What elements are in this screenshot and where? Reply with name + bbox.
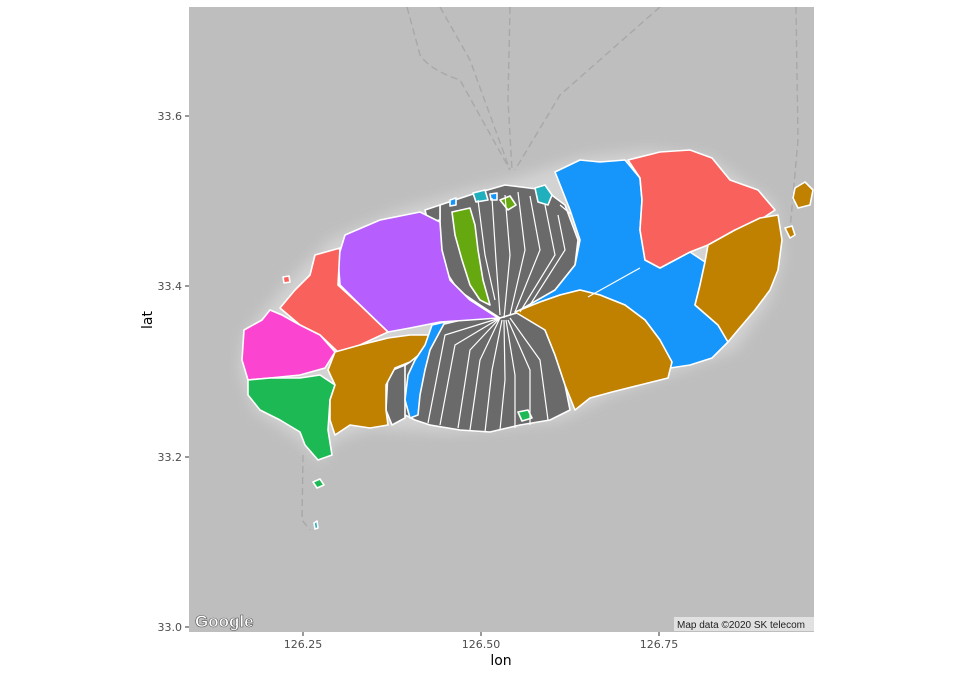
islet-teal-marado[interactable]: [313, 520, 319, 530]
islet-gold-east-small[interactable]: [784, 225, 796, 239]
islet-green-gapa[interactable]: [312, 478, 325, 489]
y-tick-label: 33.6: [158, 110, 183, 123]
region-teal-north-b[interactable]: [534, 184, 553, 206]
y-tick-label: 33.2: [158, 451, 183, 464]
dong-boundaries: [427, 191, 641, 433]
region-green[interactable]: [247, 374, 336, 461]
islet-red-west[interactable]: [282, 275, 291, 284]
region-pink[interactable]: [241, 309, 336, 381]
region-teal-north-a[interactable]: [472, 189, 489, 203]
ferry-routes: [301, 7, 799, 531]
region-lime[interactable]: [451, 207, 491, 306]
x-axis-title: lon: [490, 653, 511, 669]
region-gold-east[interactable]: [694, 214, 783, 343]
attribution[interactable]: Map data ©2020 SK telecom: [677, 620, 805, 631]
regions: [241, 149, 814, 530]
y-axis-title: lat: [140, 311, 156, 329]
x-tick-label: 126.50: [462, 638, 501, 651]
islet-green-south[interactable]: [517, 409, 533, 422]
region-gold-south-central[interactable]: [514, 289, 673, 411]
region-blue-north-dot[interactable]: [489, 192, 498, 201]
attribution-bg: [674, 617, 814, 631]
google-logo: Google: [195, 612, 254, 631]
x-axis: 126.25 126.50 126.75: [284, 632, 679, 651]
islet-gold-udo[interactable]: [792, 181, 814, 209]
y-tick-label: 33.0: [158, 621, 183, 634]
y-tick-label: 33.4: [158, 280, 183, 293]
region-gold-southwest[interactable]: [327, 334, 433, 436]
x-tick-label: 126.25: [284, 638, 323, 651]
y-axis: 33.0 33.2 33.4 33.6: [158, 110, 189, 634]
region-blue-west[interactable]: [404, 321, 446, 419]
region-lime-north-dot[interactable]: [499, 195, 517, 211]
region-blue-north-small[interactable]: [449, 197, 457, 207]
x-tick-label: 126.75: [640, 638, 679, 651]
